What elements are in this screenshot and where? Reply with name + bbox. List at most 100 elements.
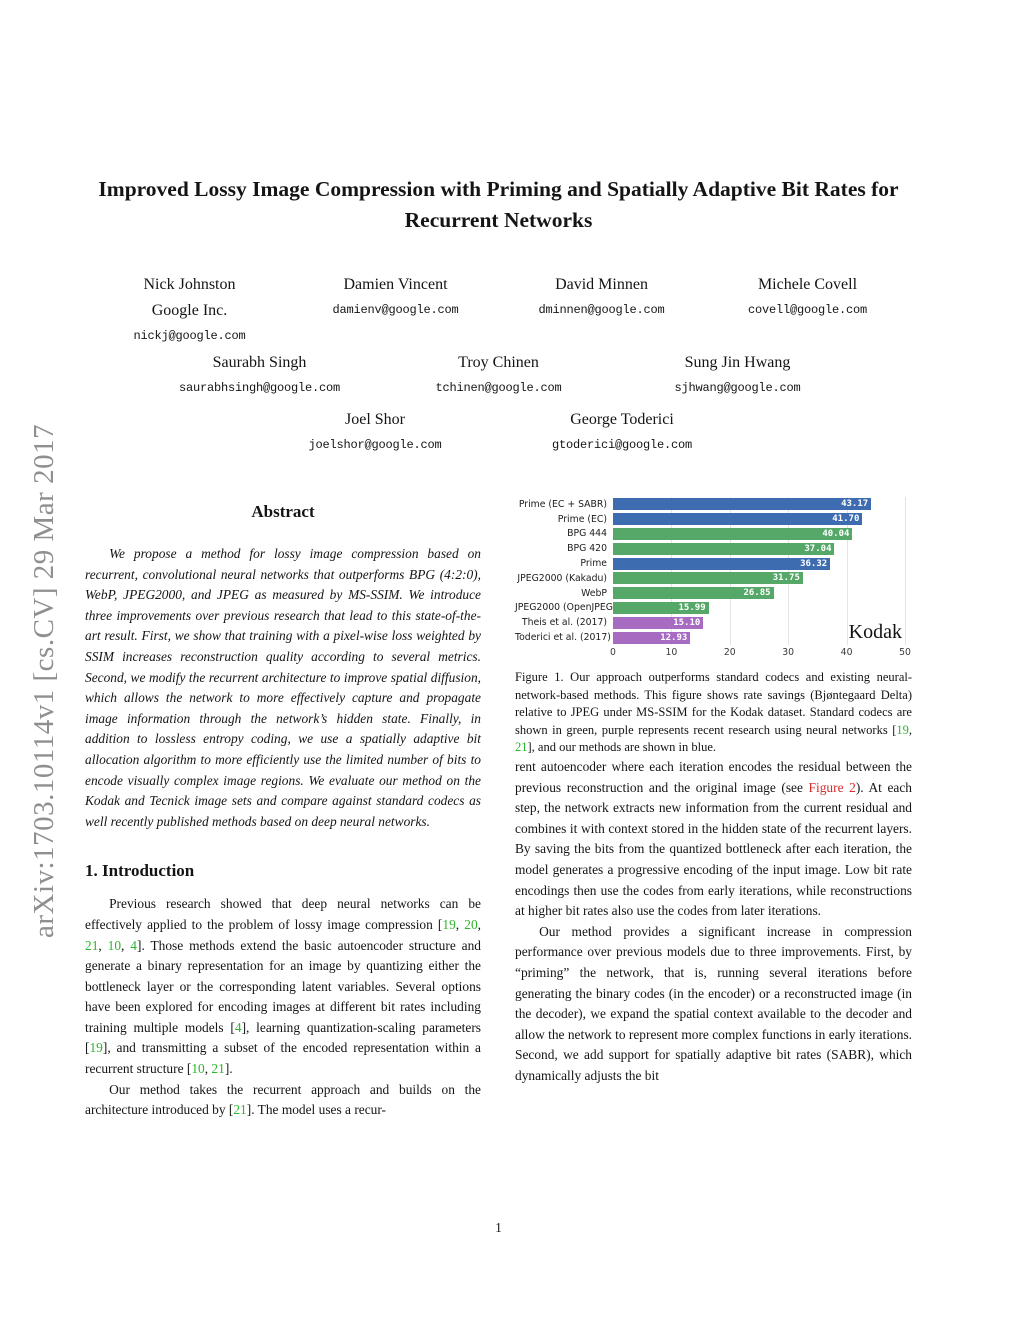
citation-link[interactable]: 20 bbox=[464, 916, 478, 932]
chart-bar-row: JPEG2000 (Kakadu) 31.75 bbox=[515, 571, 912, 586]
gridline bbox=[671, 497, 673, 645]
chart-bar: 31.75 bbox=[613, 572, 803, 585]
citation-link[interactable]: 10 bbox=[107, 937, 122, 953]
chart-value-label: 41.70 bbox=[832, 514, 860, 525]
author-name: David Minnen bbox=[555, 276, 648, 293]
author: Nick Johnston Google Inc. nickj@google.c… bbox=[87, 272, 293, 349]
x-axis-tick-label: 10 bbox=[665, 647, 678, 658]
author-name: Nick Johnston bbox=[143, 276, 236, 293]
chart-bar-row: BPG 420 37.04 bbox=[515, 541, 912, 556]
abstract-text: We propose a method for lossy image comp… bbox=[85, 546, 481, 829]
citation-link[interactable]: 19 bbox=[89, 1040, 103, 1056]
chart-category-label: BPG 444 bbox=[567, 528, 607, 540]
chart-bar-row: BPG 444 40.04 bbox=[515, 527, 912, 542]
chart-plot-area bbox=[613, 497, 906, 645]
text-run: , bbox=[455, 916, 465, 932]
gridline bbox=[729, 497, 731, 645]
chart-bar-row: Toderici et al. (2017) 12.93 bbox=[515, 630, 912, 645]
text-run: Previous research showed that deep neura… bbox=[85, 896, 481, 932]
author: Sung Jin Hwang sjhwang@google.com bbox=[618, 350, 857, 401]
introduction-paragraph-2: Our method takes the recurrent approach … bbox=[85, 1080, 481, 1121]
gridline bbox=[846, 497, 848, 645]
citation-link[interactable]: 21 bbox=[233, 1102, 247, 1118]
chart-value-label: 15.10 bbox=[673, 617, 701, 628]
chart-bar-row: Prime 36.32 bbox=[515, 556, 912, 571]
chart-value-label: 40.04 bbox=[822, 528, 850, 539]
x-axis-tick-label: 40 bbox=[840, 647, 853, 658]
author-email: dminnen@google.com bbox=[538, 303, 665, 317]
author: George Toderici gtoderici@google.com bbox=[499, 407, 746, 458]
author: Troy Chinen tchinen@google.com bbox=[379, 350, 618, 401]
author: Michele Covell covell@google.com bbox=[705, 272, 911, 323]
paper-page: Improved Lossy Image Compression with Pr… bbox=[85, 0, 912, 1325]
text-run: , bbox=[98, 937, 108, 953]
author-affiliation: Google Inc. bbox=[151, 302, 228, 319]
author-name: Sung Jin Hwang bbox=[684, 354, 791, 371]
chart-bar: 40.04 bbox=[613, 527, 853, 540]
chart-dataset-label: Kodak bbox=[848, 621, 902, 643]
chart-value-label: 26.85 bbox=[743, 588, 771, 599]
chart-bar: 15.99 bbox=[613, 601, 709, 614]
author: Saurabh Singh saurabhsingh@google.com bbox=[140, 350, 379, 401]
citation-link[interactable]: 10 bbox=[191, 1061, 205, 1077]
chart-bar-row: Theis et al. (2017) 15.10 bbox=[515, 615, 912, 630]
chart-category-label: Prime bbox=[580, 558, 607, 570]
chart-bar: 43.17 bbox=[613, 498, 872, 511]
figure-reference-link[interactable]: Figure 2 bbox=[808, 779, 856, 795]
author: Joel Shor joelshor@google.com bbox=[252, 407, 499, 458]
author-email: gtoderici@google.com bbox=[551, 438, 693, 452]
author-name: Damien Vincent bbox=[343, 276, 448, 293]
chart-value-label: 37.04 bbox=[804, 543, 832, 554]
chart-value-label: 36.32 bbox=[800, 558, 828, 569]
text-run: Figure 1. Our approach outperforms stand… bbox=[515, 670, 912, 737]
author-email: damienv@google.com bbox=[332, 303, 459, 317]
author-name: Saurabh Singh bbox=[212, 354, 307, 371]
citation-link[interactable]: 21 bbox=[211, 1061, 225, 1077]
author-row-3: Joel Shor joelshor@google.com George Tod… bbox=[85, 407, 912, 458]
chart-category-label: Theis et al. (2017) bbox=[521, 617, 607, 629]
text-run: ]. Those methods extend the basic autoen… bbox=[85, 937, 481, 1035]
body-paragraph-continuation: rent autoencoder where each iteration en… bbox=[515, 757, 912, 922]
citation-link[interactable]: 19 bbox=[442, 916, 456, 932]
text-run: ], and our methods are shown in blue. bbox=[527, 740, 717, 755]
text-run: ], and transmitting a subset of the enco… bbox=[85, 1040, 481, 1077]
chart-bar: 12.93 bbox=[613, 631, 691, 644]
author: David Minnen dminnen@google.com bbox=[499, 272, 705, 323]
author-email: joelshor@google.com bbox=[308, 438, 442, 452]
chart-bar: 15.10 bbox=[613, 616, 704, 629]
author-row-2: Saurabh Singh saurabhsingh@google.com Tr… bbox=[85, 350, 912, 401]
text-run: rent autoencoder where each iteration en… bbox=[515, 758, 912, 795]
citation-link[interactable]: 21 bbox=[515, 740, 528, 755]
chart-category-label: WebP bbox=[581, 587, 607, 599]
citation-link[interactable]: 4 bbox=[130, 937, 137, 953]
figure-1-caption: Figure 1. Our approach outperforms stand… bbox=[515, 669, 912, 757]
chart-category-label: BPG 420 bbox=[567, 543, 607, 555]
chart-bar: 26.85 bbox=[613, 587, 774, 600]
text-run: ). At each step, the network extracts ne… bbox=[515, 779, 912, 919]
figure-1: Prime (EC + SABR) 43.17 Prime (EC) 41.70 BPG… bbox=[515, 497, 912, 757]
citation-link[interactable]: 21 bbox=[85, 937, 99, 953]
page-number: 1 bbox=[495, 1220, 502, 1235]
citation-link[interactable]: 19 bbox=[896, 722, 909, 737]
author-email: sjhwang@google.com bbox=[674, 381, 801, 395]
chart-category-label: JPEG2000 (Kakadu) bbox=[517, 572, 607, 584]
citation-link[interactable]: 4 bbox=[234, 1019, 242, 1035]
chart-value-label: 43.17 bbox=[841, 499, 869, 510]
x-axis-tick-label: 30 bbox=[782, 647, 795, 658]
chart-bar-row: JPEG2000 (OpenJPEG) 15.99 bbox=[515, 601, 912, 616]
author-name: Troy Chinen bbox=[458, 354, 539, 371]
chart-category-label: JPEG2000 (OpenJPEG) bbox=[515, 602, 617, 614]
text-run: , bbox=[477, 916, 481, 932]
chart-bar-row: Prime (EC) 41.70 bbox=[515, 512, 912, 527]
author-name: George Toderici bbox=[570, 411, 674, 428]
chart-value-label: 12.93 bbox=[660, 632, 688, 643]
chart-category-label: Prime (EC) bbox=[557, 513, 607, 525]
paper-title: Improved Lossy Image Compression with Pr… bbox=[98, 177, 899, 232]
author-email: tchinen@google.com bbox=[435, 381, 562, 395]
author-name: Michele Covell bbox=[757, 276, 858, 293]
body-paragraph-2: Our method provides a significant increa… bbox=[515, 922, 912, 1087]
abstract-heading: Abstract bbox=[251, 502, 315, 521]
text-run: ]. bbox=[224, 1061, 233, 1077]
introduction-heading: 1. Introduction bbox=[85, 861, 195, 881]
arxiv-watermark: arXiv:1703.10114v1 [cs.CV] 29 Mar 2017 bbox=[28, 423, 60, 938]
